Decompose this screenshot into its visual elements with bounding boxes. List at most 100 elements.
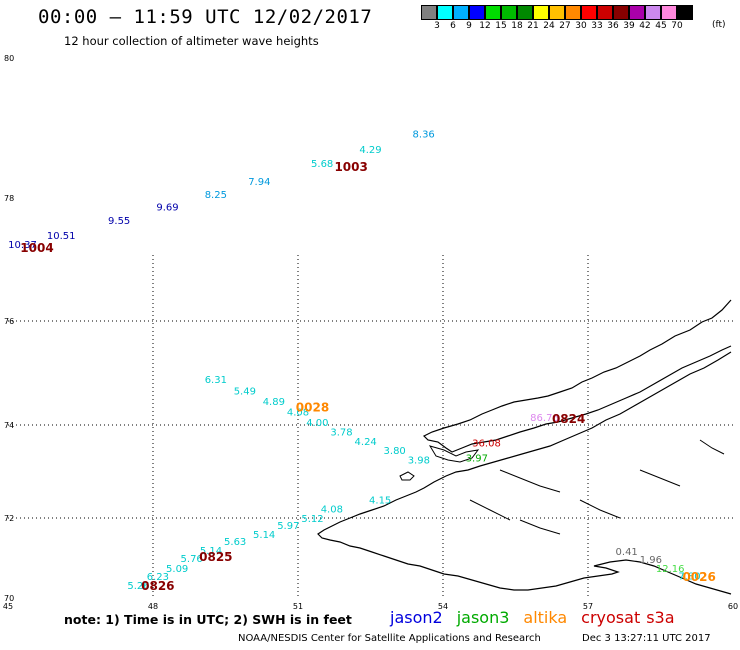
latitude-tick-label: 72 xyxy=(4,514,14,523)
swh-value: 7.80 xyxy=(678,572,700,583)
swh-value: 4.00 xyxy=(306,418,328,429)
legend-swatch xyxy=(565,5,581,20)
south-island-interior-inlets xyxy=(469,439,725,535)
pass-time-label: 1004 xyxy=(20,241,53,255)
page-title: 00:00 – 11:59 UTC 12/02/2017 xyxy=(38,6,373,28)
swh-value: 4.15 xyxy=(369,495,391,506)
island-small xyxy=(399,471,415,481)
swh-value: 5.12 xyxy=(301,514,323,525)
swh-value: 6.31 xyxy=(205,375,227,386)
legend-swatch xyxy=(629,5,645,20)
legend-label: 27 xyxy=(559,21,571,31)
legend-label: 30 xyxy=(575,21,587,31)
swh-value: 10.51 xyxy=(47,231,76,242)
legend-swatch xyxy=(533,5,549,20)
legend-label: 21 xyxy=(527,21,539,31)
swh-value: 3.98 xyxy=(408,455,430,466)
page-subtitle: 12 hour collection of altimeter wave hei… xyxy=(64,34,319,48)
swh-value: 5.68 xyxy=(311,159,333,170)
swh-value: 5.63 xyxy=(224,537,246,548)
swh-value: 3.80 xyxy=(384,446,406,457)
swh-points: 10.37 10.51 9.55 9.69 8.25 7.94 5.68 4.29 8.36 6.… xyxy=(8,130,700,593)
credit-line: NOAA/NESDIS Center for Satellite Applica… xyxy=(238,633,541,644)
legend-label: 15 xyxy=(495,21,507,31)
legend-label: 24 xyxy=(543,21,555,31)
coastline xyxy=(317,299,732,595)
legend-label: 33 xyxy=(591,21,603,31)
legend-label: 42 xyxy=(639,21,651,31)
legend-swatch xyxy=(645,5,661,20)
swh-value: 6.23 xyxy=(147,572,169,583)
pass-time-label: 0026 xyxy=(682,570,715,584)
swh-value: 36.08 xyxy=(472,439,501,450)
latitude-tick-label: 74 xyxy=(4,421,14,430)
matochkin-strait-coast xyxy=(317,351,732,595)
legend-swatch xyxy=(501,5,517,20)
swh-value: 4.08 xyxy=(321,505,343,516)
swh-value: 5.09 xyxy=(166,564,188,575)
legend-unit: (ft) xyxy=(712,20,726,30)
swh-value: 5.26 xyxy=(127,581,149,592)
novaya-zemlya-north-island xyxy=(422,299,732,453)
legend-label: 45 xyxy=(655,21,667,31)
satellite-name: jason2 xyxy=(390,608,443,627)
swh-value: 1.96 xyxy=(640,555,662,566)
swh-value: 8.36 xyxy=(413,130,435,141)
footer-note: note: 1) Time is in UTC; 2) SWH is in fe… xyxy=(64,612,352,627)
legend-swatch xyxy=(597,5,613,20)
swh-value: 3.97 xyxy=(466,454,488,465)
latitude-tick-label: 76 xyxy=(4,317,14,326)
swh-value: 5.49 xyxy=(234,387,256,398)
legend-label: 36 xyxy=(607,21,619,31)
swh-value: 5.14 xyxy=(200,546,222,557)
graticule: 45 48 51 54 57 60 70 72 74 76 78 80 xyxy=(3,54,738,611)
pass-time-label: 0824 xyxy=(552,412,585,426)
legend-label: 6 xyxy=(450,21,456,31)
swh-value: 3.78 xyxy=(330,428,352,439)
legend-swatch xyxy=(437,5,453,20)
swh-value: 5.14 xyxy=(253,530,275,541)
satellite-legend: jason2 jason3 altika cryosat s3a xyxy=(390,608,689,627)
longitude-tick-label: 60 xyxy=(728,602,738,611)
swh-value: 4.08 xyxy=(287,407,309,418)
latitude-tick-label: 80 xyxy=(4,54,14,63)
legend-label: 9 xyxy=(466,21,472,31)
satellite-name: cryosat xyxy=(581,608,641,627)
pass-time-label: 1003 xyxy=(334,160,367,174)
legend-label: 70 xyxy=(671,21,683,31)
longitude-tick-label: 54 xyxy=(438,602,448,611)
swh-value: 86.76 xyxy=(530,413,559,424)
generated-timestamp: Dec 3 13:27:11 UTC 2017 xyxy=(582,633,711,644)
legend-swatches xyxy=(421,5,740,20)
satellite-name: altika xyxy=(523,608,568,627)
longitude-tick-label: 48 xyxy=(148,602,158,611)
legend-swatch xyxy=(469,5,485,20)
legend-swatch xyxy=(661,5,677,20)
satellite-name: s3a xyxy=(646,608,675,627)
legend-label: 12 xyxy=(479,21,491,31)
legend-swatch xyxy=(677,5,693,20)
pass-time-label: 0825 xyxy=(199,550,232,564)
legend-swatch xyxy=(421,5,437,20)
legend-swatch xyxy=(581,5,597,20)
swh-value: 5.76 xyxy=(181,554,203,565)
swh-value: 8.25 xyxy=(205,190,227,201)
legend-label: 18 xyxy=(511,21,523,31)
inner-bay xyxy=(428,445,480,463)
legend-swatch xyxy=(485,5,501,20)
satellite-name: jason3 xyxy=(456,608,510,627)
swh-value: 9.69 xyxy=(156,203,178,214)
swh-value: 7.94 xyxy=(248,177,270,188)
legend-labels: 3 6 9 12 15 18 21 24 27 30 33 36 39 42 45 70 xyxy=(421,20,740,34)
longitude-tick-label: 57 xyxy=(583,602,593,611)
color-legend: 3 6 9 12 15 18 21 24 27 30 33 36 39 42 45 70 xyxy=(421,5,740,34)
latitude-tick-label: 70 xyxy=(4,594,14,603)
pass-labels: 1004 1003 0028 0824 0825 0826 0026 xyxy=(20,160,716,593)
legend-swatch xyxy=(517,5,533,20)
legend-swatch xyxy=(453,5,469,20)
swh-value: 10.37 xyxy=(8,240,37,251)
swh-value: 0.41 xyxy=(616,547,638,558)
swh-value: 5.97 xyxy=(277,521,299,532)
legend-label: 3 xyxy=(434,21,440,31)
